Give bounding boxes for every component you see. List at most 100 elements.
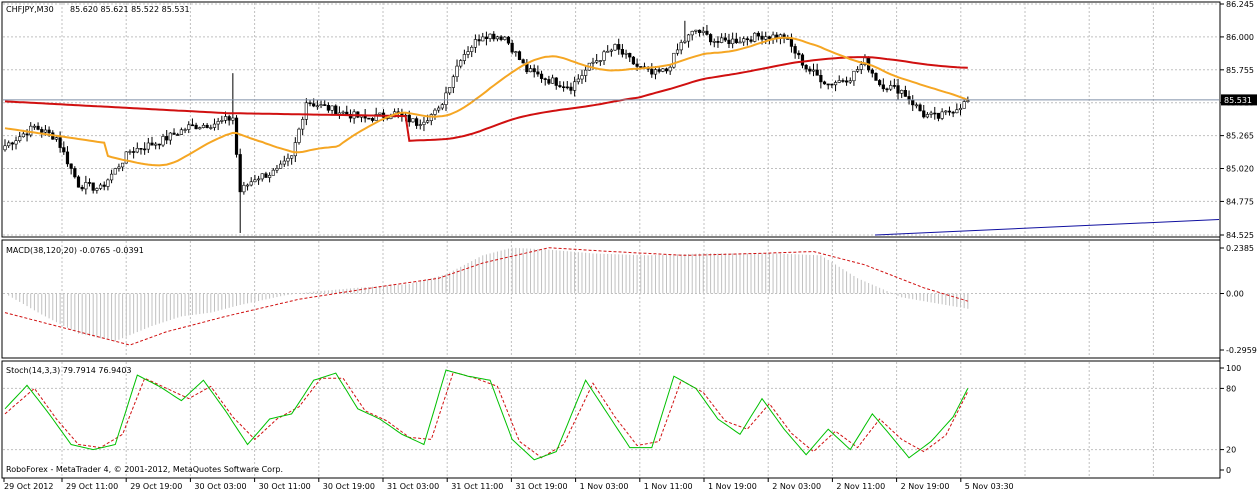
- candle: [708, 33, 713, 46]
- candle: [290, 155, 294, 165]
- candle: [256, 175, 261, 185]
- time-tick-label: 29 Oct 19:00: [130, 482, 182, 491]
- candle: [947, 106, 952, 116]
- candle: [539, 70, 544, 83]
- candle: [183, 127, 187, 134]
- candle: [422, 117, 426, 132]
- candle: [811, 63, 816, 77]
- candle: [91, 182, 95, 194]
- candle: [249, 177, 253, 187]
- candle: [451, 74, 455, 94]
- candle: [470, 45, 474, 58]
- candle: [628, 52, 632, 62]
- time-axis: 29 Oct 2012 29 Oct 11:00 29 Oct 19:00 30 Oc…: [3, 478, 1014, 491]
- time-tick-label: 31 Oct 19:00: [515, 482, 567, 491]
- candle: [620, 43, 624, 58]
- candle: [940, 108, 944, 121]
- time-tick-label: 31 Oct 11:00: [451, 482, 503, 491]
- price-tick-label: 85.265: [1226, 132, 1254, 141]
- candle: [900, 89, 904, 99]
- candle: [870, 68, 874, 78]
- candle: [36, 122, 40, 131]
- time-tick-label: 29 Oct 11:00: [66, 482, 118, 491]
- candle: [679, 39, 683, 55]
- candle: [653, 66, 658, 80]
- candle: [282, 155, 286, 167]
- candle: [661, 68, 665, 73]
- candle: [234, 115, 239, 158]
- candle: [936, 112, 941, 122]
- candle: [168, 132, 172, 145]
- current-price-label: 85.531: [1224, 96, 1252, 105]
- candle: [933, 106, 937, 120]
- candle: [65, 146, 70, 167]
- candle: [536, 65, 540, 77]
- candle: [951, 110, 955, 118]
- candle: [745, 36, 749, 46]
- candle: [580, 69, 584, 84]
- time-tick-label: 2 Nov 03:00: [772, 482, 821, 491]
- price-axis: 86.24586.00085.75585.51085.26585.02084.7…: [1220, 0, 1254, 240]
- candle: [929, 110, 933, 118]
- candle: [738, 36, 742, 44]
- candle: [606, 45, 610, 53]
- candle: [157, 143, 161, 150]
- candle: [124, 151, 128, 164]
- candle: [477, 34, 481, 46]
- candle: [716, 36, 720, 48]
- candle: [165, 130, 169, 145]
- candle: [275, 164, 279, 174]
- candle: [613, 43, 617, 51]
- candle: [598, 60, 602, 66]
- price-tick-label: 84.775: [1226, 197, 1254, 206]
- candle: [543, 77, 547, 86]
- candle: [797, 50, 801, 60]
- candle: [146, 137, 150, 153]
- candle: [418, 119, 422, 130]
- candle: [238, 148, 242, 233]
- candle: [584, 65, 588, 83]
- candle: [804, 64, 808, 73]
- candle: [330, 105, 334, 114]
- candle: [128, 149, 132, 155]
- candle: [565, 81, 569, 90]
- candle: [98, 182, 103, 191]
- candle: [727, 33, 731, 48]
- time-tick-label: 30 Oct 19:00: [323, 482, 375, 491]
- candle: [690, 30, 694, 41]
- candle: [683, 20, 687, 44]
- candle: [841, 78, 845, 83]
- candle: [32, 123, 36, 130]
- candle: [429, 113, 433, 126]
- candle: [40, 126, 44, 138]
- candle: [370, 117, 375, 123]
- candle: [753, 32, 757, 43]
- stoch-tick-label: 100: [1226, 364, 1241, 373]
- candle: [279, 160, 283, 169]
- price-panel[interactable]: [1, 1, 1221, 238]
- time-tick-label: 29 Oct 2012: [4, 482, 53, 491]
- candle: [179, 127, 184, 135]
- candle: [815, 63, 819, 76]
- candle: [466, 46, 470, 59]
- stoch-axis: 100 80 20 0: [1220, 364, 1241, 475]
- candle: [448, 87, 452, 96]
- candle: [205, 123, 209, 129]
- candle: [896, 78, 900, 100]
- candle: [481, 32, 485, 42]
- candle: [881, 78, 885, 92]
- candle: [925, 112, 930, 119]
- candle: [712, 38, 716, 48]
- candle: [808, 66, 812, 75]
- candle: [837, 75, 841, 84]
- candle: [308, 100, 312, 107]
- candle: [734, 32, 738, 44]
- candle: [3, 139, 7, 152]
- copyright-text: RoboForex - MetaTrader 4, © 2001-2012, M…: [6, 465, 283, 474]
- candle: [194, 122, 198, 130]
- candle: [267, 172, 272, 183]
- trendline[interactable]: [874, 219, 1220, 236]
- candle: [723, 32, 727, 42]
- candle: [227, 114, 231, 126]
